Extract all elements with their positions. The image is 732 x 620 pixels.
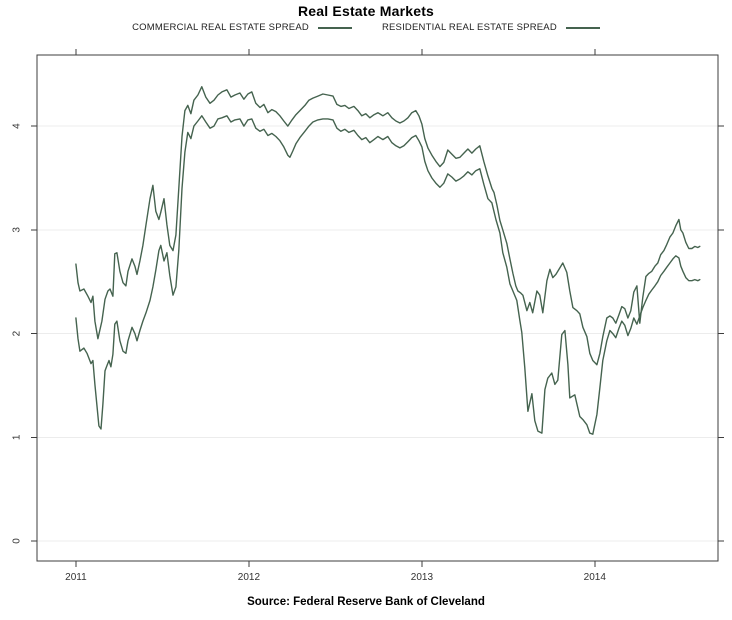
plot-frame: [36, 54, 719, 562]
y-tick-label: 1: [12, 434, 23, 440]
series-line-residential-real-estate-spread: [75, 115, 701, 435]
legend-label-residential: RESIDENTIAL REAL ESTATE SPREAD: [381, 22, 557, 33]
x-tick-label: 2012: [238, 572, 261, 583]
y-tick-label: 3: [12, 227, 23, 233]
series-line-commercial-real-estate-spread: [75, 85, 701, 366]
source-note: Source: Federal Reserve Bank of Clevelan…: [247, 596, 485, 608]
y-tick-label: 2: [12, 330, 23, 336]
x-tick-label: 2011: [65, 572, 87, 583]
y-tick-label: 4: [12, 123, 23, 129]
legend-line-swatch-commercial: [317, 26, 352, 29]
legend-label-commercial: COMMERCIAL REAL ESTATE SPREAD: [132, 22, 309, 33]
legend: COMMERCIAL REAL ESTATE SPREAD RESIDENTIA…: [0, 22, 732, 33]
y-tick-label: 0: [12, 538, 23, 544]
legend-item-residential: RESIDENTIAL REAL ESTATE SPREAD: [382, 22, 600, 33]
legend-item-commercial: COMMERCIAL REAL ESTATE SPREAD: [132, 22, 352, 33]
x-tick-label: 2013: [411, 572, 434, 583]
x-tick-label: 2014: [584, 572, 607, 583]
chart-title: Real Estate Markets: [297, 3, 435, 19]
legend-line-swatch-residential: [565, 26, 600, 29]
